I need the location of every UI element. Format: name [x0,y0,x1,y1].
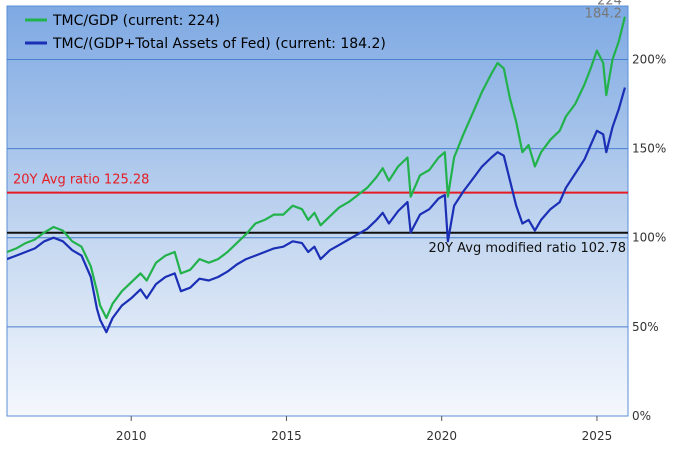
series-line-tmc-gdp-fed [7,87,626,334]
legend-label: TMC/GDP (current: 224) [52,13,220,29]
y-tick-label: 100% [632,231,666,245]
y-tick-label: 0% [632,409,651,423]
x-tick-label: 2015 [271,429,302,443]
x-tick-label: 2020 [426,429,457,443]
y-tick-label: 200% [632,52,666,66]
reference-line-label: 20Y Avg modified ratio 102.78 [429,241,626,256]
series-end-value-label: 184.2 [585,7,622,22]
plot-area [6,5,629,417]
reference-line-label: 20Y Avg ratio 125.28 [13,173,149,188]
y-tick-label: 150% [632,142,666,156]
series-line-tmc-gdp [7,16,626,320]
y-tick-label: 50% [632,320,659,334]
legend-label: TMC/(GDP+Total Assets of Fed) (current: … [52,36,386,52]
x-tick-label: 2025 [582,429,613,443]
x-tick-label: 2010 [116,429,147,443]
series-end-value-label: 224 [597,0,622,9]
